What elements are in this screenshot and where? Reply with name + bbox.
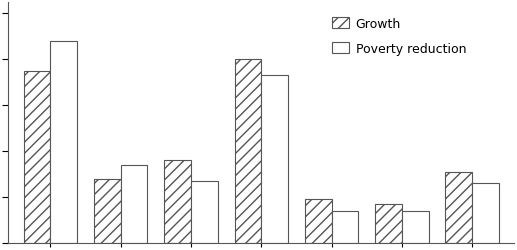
Bar bbox=[305, 200, 331, 243]
Bar bbox=[472, 184, 499, 243]
Bar bbox=[331, 211, 358, 243]
Bar bbox=[94, 179, 121, 243]
Legend: Growth, Poverty reduction: Growth, Poverty reduction bbox=[328, 14, 470, 60]
Bar bbox=[191, 181, 218, 243]
Bar bbox=[375, 204, 402, 243]
Bar bbox=[164, 161, 191, 243]
Bar bbox=[445, 172, 472, 243]
Bar bbox=[24, 72, 51, 243]
Bar bbox=[402, 211, 429, 243]
Bar bbox=[51, 42, 77, 243]
Bar bbox=[121, 165, 147, 243]
Bar bbox=[235, 60, 261, 243]
Bar bbox=[261, 76, 288, 243]
